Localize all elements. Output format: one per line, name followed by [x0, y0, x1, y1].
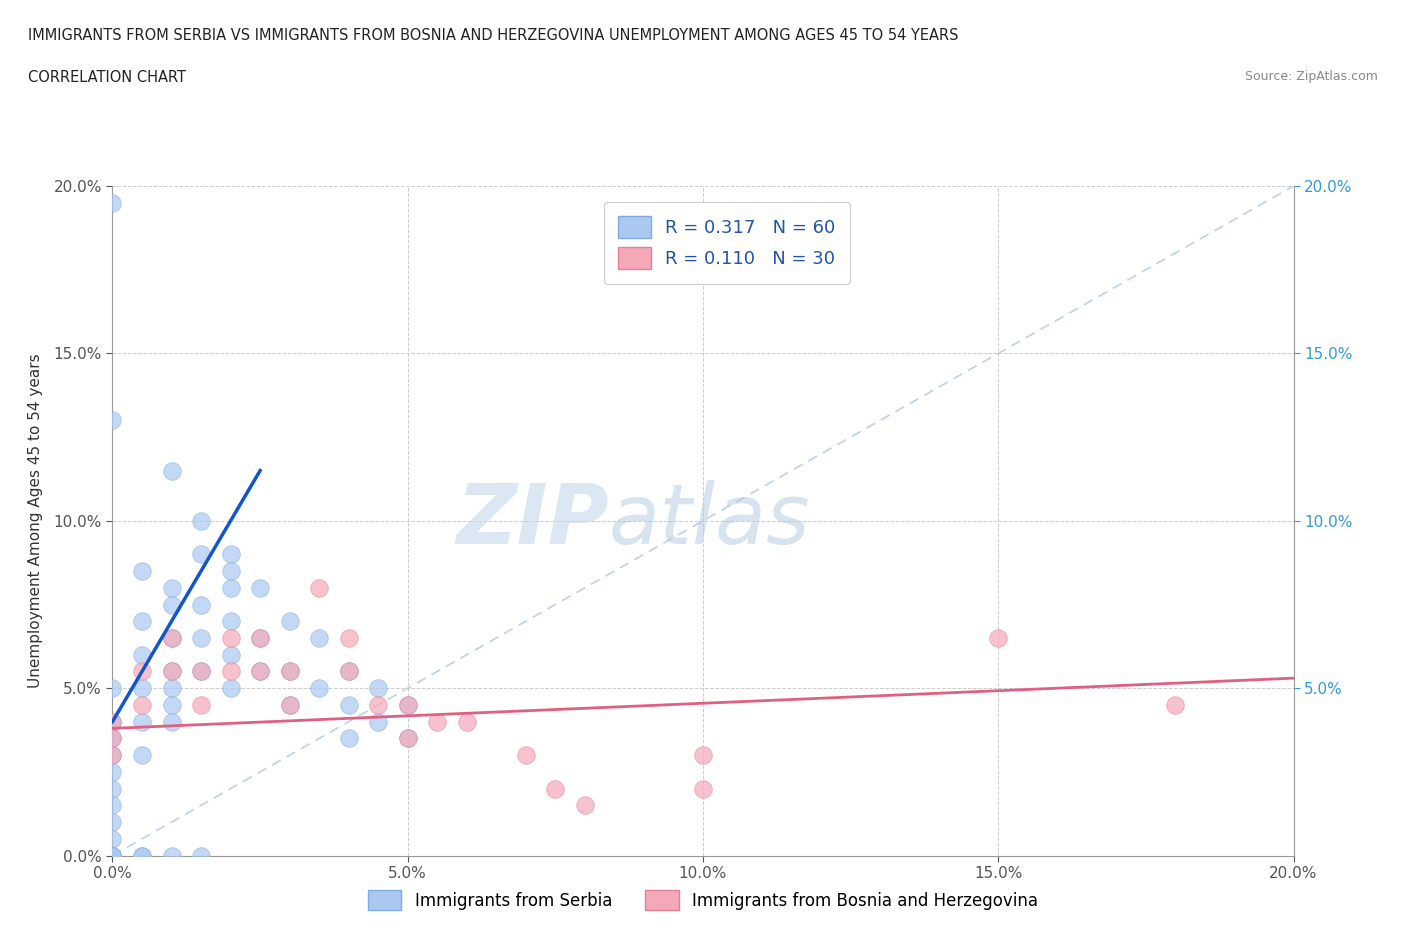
Point [692, 748, 714, 763]
Point [396, 698, 419, 712]
Point [160, 631, 183, 645]
Point [131, 848, 153, 863]
Point [101, 731, 124, 746]
Point [101, 731, 124, 746]
Point [131, 614, 153, 629]
Point [219, 614, 242, 629]
Point [249, 664, 271, 679]
Point [219, 564, 242, 578]
Point [515, 748, 537, 763]
Point [190, 698, 212, 712]
Point [219, 580, 242, 595]
Point [219, 664, 242, 679]
Point [160, 714, 183, 729]
Point [544, 781, 567, 796]
Point [160, 681, 183, 696]
Point [278, 664, 301, 679]
Point [101, 848, 124, 863]
Point [131, 664, 153, 679]
Point [160, 698, 183, 712]
Point [101, 748, 124, 763]
Point [456, 714, 478, 729]
Point [190, 513, 212, 528]
Point [249, 580, 271, 595]
Point [219, 547, 242, 562]
Point [278, 698, 301, 712]
Point [337, 631, 360, 645]
Point [219, 631, 242, 645]
Point [308, 631, 330, 645]
Point [278, 698, 301, 712]
Point [190, 631, 212, 645]
Point [131, 564, 153, 578]
Point [101, 798, 124, 813]
Point [160, 580, 183, 595]
Legend: R = 0.317   N = 60, R = 0.110   N = 30: R = 0.317 N = 60, R = 0.110 N = 30 [603, 202, 849, 284]
Point [190, 547, 212, 562]
Point [101, 848, 124, 863]
Point [219, 647, 242, 662]
Text: CORRELATION CHART: CORRELATION CHART [28, 70, 186, 85]
Point [160, 631, 183, 645]
Point [249, 664, 271, 679]
Point [308, 580, 330, 595]
Point [190, 848, 212, 863]
Point [337, 731, 360, 746]
Legend: Immigrants from Serbia, Immigrants from Bosnia and Herzegovina: Immigrants from Serbia, Immigrants from … [361, 884, 1045, 917]
Point [131, 647, 153, 662]
Text: IMMIGRANTS FROM SERBIA VS IMMIGRANTS FROM BOSNIA AND HERZEGOVINA UNEMPLOYMENT AM: IMMIGRANTS FROM SERBIA VS IMMIGRANTS FRO… [28, 28, 959, 43]
Point [101, 815, 124, 830]
Point [692, 781, 714, 796]
Point [367, 698, 389, 712]
Point [337, 664, 360, 679]
Point [101, 681, 124, 696]
Point [367, 714, 389, 729]
Point [160, 848, 183, 863]
Point [160, 597, 183, 612]
Point [101, 831, 124, 846]
Point [574, 798, 596, 813]
Point [278, 664, 301, 679]
Point [396, 731, 419, 746]
Point [249, 631, 271, 645]
Point [278, 614, 301, 629]
Point [101, 413, 124, 428]
Point [190, 664, 212, 679]
Point [219, 681, 242, 696]
Text: atlas: atlas [609, 480, 810, 562]
Point [249, 631, 271, 645]
Point [1164, 698, 1187, 712]
Point [160, 664, 183, 679]
Point [131, 714, 153, 729]
Point [367, 681, 389, 696]
Point [337, 698, 360, 712]
Point [101, 714, 124, 729]
Point [160, 463, 183, 478]
Point [190, 664, 212, 679]
Point [396, 731, 419, 746]
Text: Source: ZipAtlas.com: Source: ZipAtlas.com [1244, 70, 1378, 83]
Point [426, 714, 449, 729]
Y-axis label: Unemployment Among Ages 45 to 54 years: Unemployment Among Ages 45 to 54 years [28, 353, 42, 688]
Point [987, 631, 1010, 645]
Point [101, 195, 124, 210]
Point [101, 748, 124, 763]
Point [131, 681, 153, 696]
Point [101, 781, 124, 796]
Point [190, 597, 212, 612]
Point [101, 848, 124, 863]
Point [160, 664, 183, 679]
Point [101, 848, 124, 863]
Point [131, 848, 153, 863]
Point [131, 748, 153, 763]
Point [101, 764, 124, 779]
Point [131, 698, 153, 712]
Point [101, 714, 124, 729]
Point [337, 664, 360, 679]
Point [308, 681, 330, 696]
Point [101, 848, 124, 863]
Text: ZIP: ZIP [456, 480, 609, 562]
Point [396, 698, 419, 712]
